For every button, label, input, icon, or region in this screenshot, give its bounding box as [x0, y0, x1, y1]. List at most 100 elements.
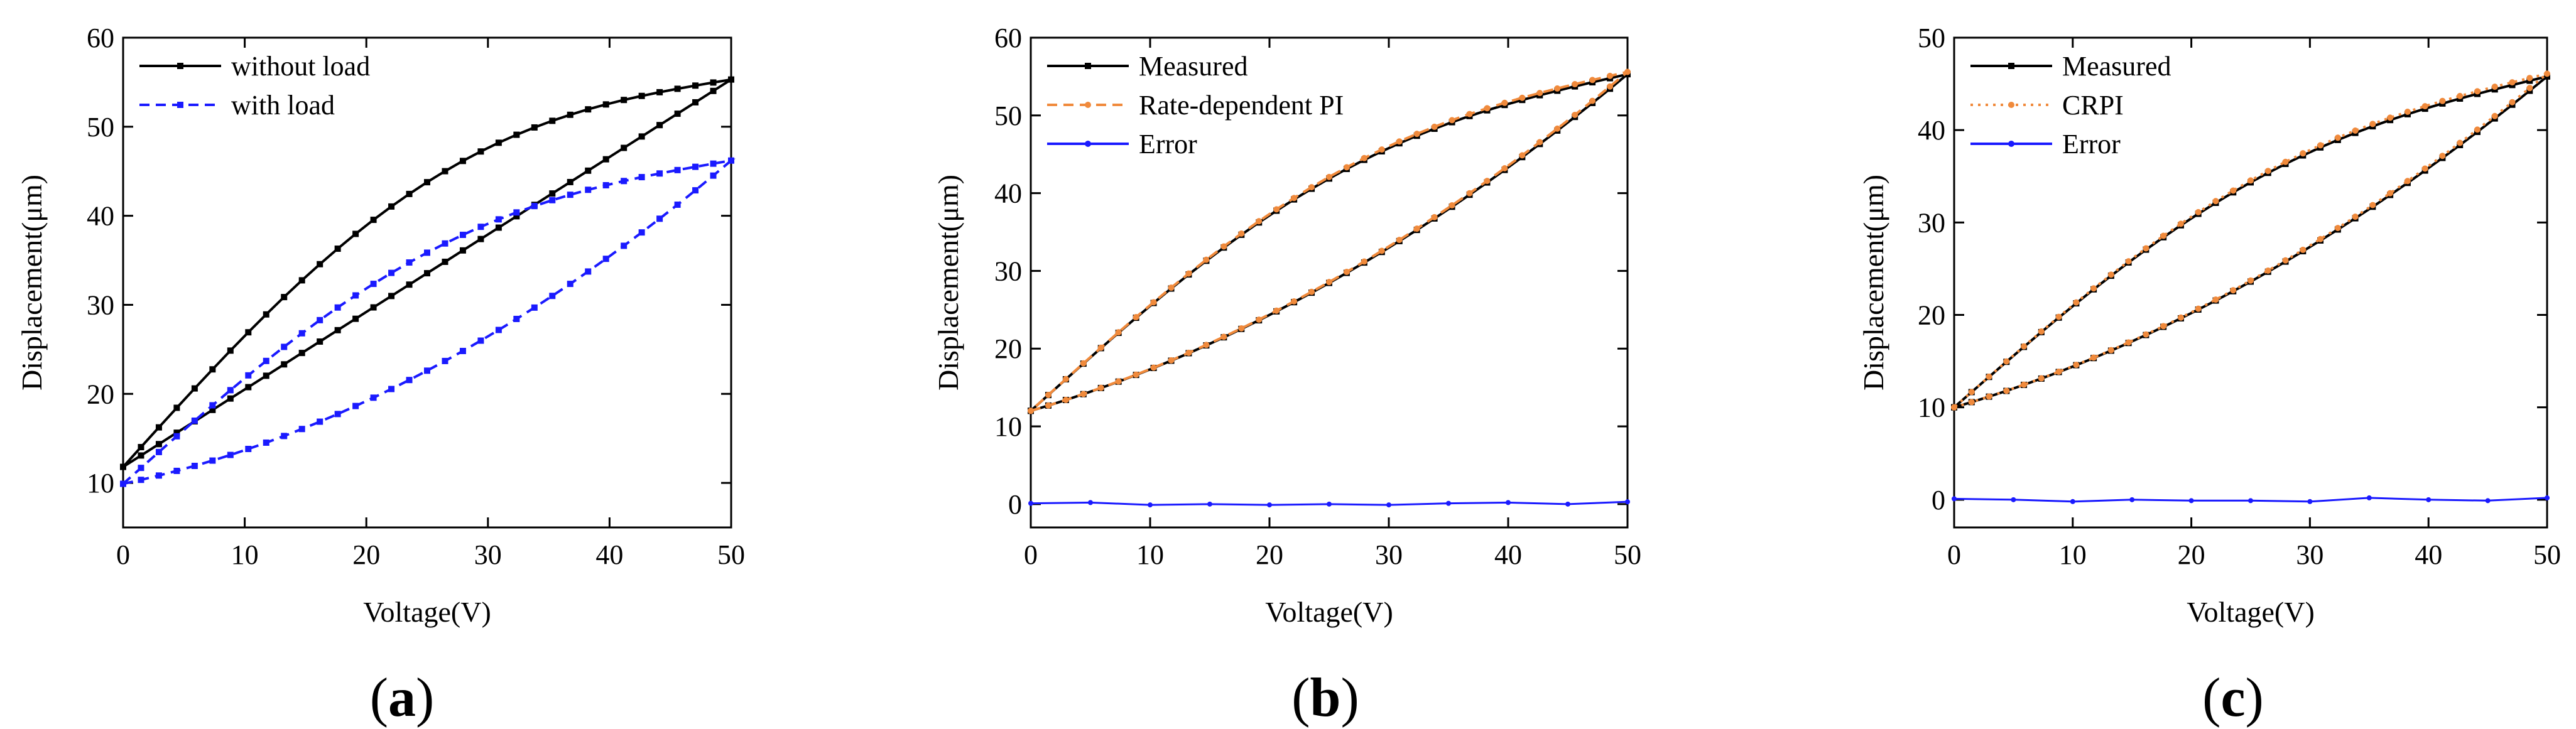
panel-a-series-with-load-point	[531, 304, 538, 311]
panel-a-series-with-load-point	[334, 304, 341, 311]
panel-b-ytick-label: 30	[994, 256, 1022, 286]
panel-a-series-without-load-point	[173, 429, 180, 436]
panel-a-series-without-load-point	[334, 246, 341, 252]
panel-b-caption-letter: b	[1310, 667, 1341, 728]
panel-a-series-with-load-point	[352, 292, 359, 299]
panel-a-series-without-load-point	[173, 404, 180, 411]
panel-c-series-crpi-point	[2334, 225, 2341, 232]
panel-b-ytick-label: 20	[994, 333, 1022, 364]
panel-c-series-crpi-point	[2003, 358, 2010, 365]
panel-a-series-with-load-point	[585, 268, 592, 275]
panel-a-series-with-load-point	[388, 269, 395, 276]
panel-b-series-error-point	[1506, 500, 1511, 505]
panel-c-series-crpi-point	[2404, 178, 2411, 185]
panel-b-series-rate-dependent-pi-point	[1238, 325, 1245, 332]
panel-a-series-without-load-point	[442, 258, 448, 265]
panel-b-series-rate-dependent-pi-point	[1361, 154, 1367, 161]
panel-a-series-with-load-point	[424, 367, 430, 374]
panel-a-series-with-load-legend-label: with load	[231, 90, 335, 121]
panel-a-series-without-load-point	[298, 350, 305, 357]
panel-c-series-crpi-point	[2195, 208, 2202, 215]
panel-c-series-crpi-point	[2526, 85, 2533, 92]
panel-c-series-crpi-point	[1986, 393, 1992, 400]
panel-b-series-rate-dependent-pi-point	[1168, 284, 1175, 291]
panel-a-series-without-load-point	[155, 441, 162, 448]
panel-a-series-without-load-point	[495, 224, 502, 231]
panel-a-series-with-load-point	[173, 467, 180, 474]
panel-a-series-without-load-point	[621, 97, 628, 104]
panel-a-series-without-load-point	[477, 148, 484, 155]
panel-b-series-rate-dependent-pi-point	[1378, 247, 1385, 254]
panel-c-series-crpi-point	[2491, 84, 2498, 90]
panel-c-series-crpi-line	[1953, 72, 2548, 409]
panel-c-series-crpi-point	[2457, 92, 2464, 99]
panel-a-series-without-load-point	[298, 277, 305, 284]
panel-a-series-without-load-point	[155, 424, 162, 431]
panel-b-series-rate-dependent-pi-point	[1396, 138, 1403, 145]
panel-b-series-rate-dependent-pi-point	[1150, 299, 1157, 306]
panel-c-series-crpi-point	[2021, 381, 2028, 388]
panel-c-series-crpi-point	[2090, 285, 2097, 292]
panel-a-series-without-load-point	[656, 89, 663, 95]
panel-c-series-crpi-point	[2160, 323, 2167, 330]
panel-c-series-crpi-point	[2160, 232, 2167, 239]
panel-c-series-crpi-point	[2439, 97, 2446, 104]
panel-a-series-without-load-point	[424, 179, 430, 186]
panel-a-series-with-load-point	[406, 259, 413, 266]
panel-c-series-crpi-point	[1986, 373, 1992, 380]
panel-b-plot: 0 10 20 30 40 50 0 10 20 30 40 50 60 Measured Rate-dep…	[994, 23, 1641, 570]
panel-a-series-with-load-point	[263, 357, 269, 364]
panel-c-series-crpi-point	[2317, 235, 2324, 242]
panel-b-series-rate-dependent-pi-point	[1589, 77, 1596, 84]
panel-c-series-error-point	[2545, 495, 2550, 500]
panel-c-series-crpi-point	[2474, 126, 2481, 133]
panel-a-series-without-load-point	[513, 131, 520, 138]
panel-a-series-without-load-point	[263, 372, 269, 379]
panel-c-xtick-label: 40	[2415, 539, 2442, 570]
panel-a-series-with-load-point	[674, 201, 681, 208]
panel-b-series-rate-dependent-pi-point	[1431, 123, 1438, 130]
panel-c-series-crpi-point	[2143, 245, 2149, 252]
panel-c-series-crpi-point	[2195, 305, 2202, 312]
panel-b-xtick-label: 40	[1494, 539, 1522, 570]
panel-c-series-crpi-point	[2352, 127, 2359, 134]
panel-c-series-crpi-point	[2055, 368, 2062, 375]
panel-c-ylabel: Displacement(μm)	[1857, 175, 1889, 391]
panel-b-series-rate-dependent-pi-point	[1133, 371, 1139, 378]
panel-c-series-crpi-point	[2107, 347, 2114, 354]
panel-a-xtick-label: 50	[717, 539, 745, 570]
panel-c-series-crpi-point	[2352, 213, 2359, 220]
panel-a-caption: (a)	[370, 667, 435, 728]
panel-c-plot: 0 10 20 30 40 50 0 10 20 30 40 50 Measured CRPI Error	[1918, 23, 2561, 570]
panel-a-series-without-load-point	[406, 281, 413, 288]
panel-b-series-rate-dependent-pi-point	[1133, 314, 1139, 321]
panel-b-series-rate-dependent-pi-point	[1431, 213, 1438, 220]
panel-b-series-rate-dependent-pi-point	[1168, 357, 1175, 364]
panel-b-series-rate-dependent-pi-point	[1589, 97, 1596, 104]
panel-b-series-rate-dependent-pi-point	[1220, 243, 1227, 250]
panel-a-series-without-load-point	[621, 144, 628, 151]
panel-a-series-without-load-point	[638, 133, 645, 140]
panel-a-series-without-load-point	[674, 111, 681, 117]
panel-b-series-rate-dependent-pi-point	[1273, 307, 1280, 314]
panel-a-series-with-load-point	[656, 170, 663, 177]
panel-c-caption: (c)	[2202, 667, 2264, 728]
panel-c-series-error-point	[2248, 498, 2253, 504]
panel-a-xtick-label: 40	[595, 539, 623, 570]
panel-a-ytick-label: 20	[87, 379, 114, 409]
panel-c-series-crpi-point	[1968, 389, 1975, 396]
panel-a-axes-frame	[122, 36, 732, 529]
panel-a-series-with-load-legend-marker	[177, 102, 183, 108]
panel-a-series-without-load-point	[263, 311, 269, 318]
panel-a-series-without-load-point	[477, 235, 484, 242]
panel-b-series-error-point	[1267, 502, 1272, 508]
panel-b-series-rate-dependent-pi-point	[1484, 105, 1491, 112]
panel-a-series-with-load-point	[567, 281, 573, 288]
panel-a-series-with-load-point	[191, 417, 198, 424]
panel-a-series-with-load-point	[602, 181, 609, 188]
panel-c-series-crpi-point	[1968, 399, 1975, 406]
panel-c-series-crpi-point	[2230, 187, 2237, 194]
panel-a-series-with-load-point	[298, 426, 305, 433]
panel-a-series-with-load-point	[692, 187, 699, 194]
panel-b-series-error-point	[1088, 500, 1093, 505]
